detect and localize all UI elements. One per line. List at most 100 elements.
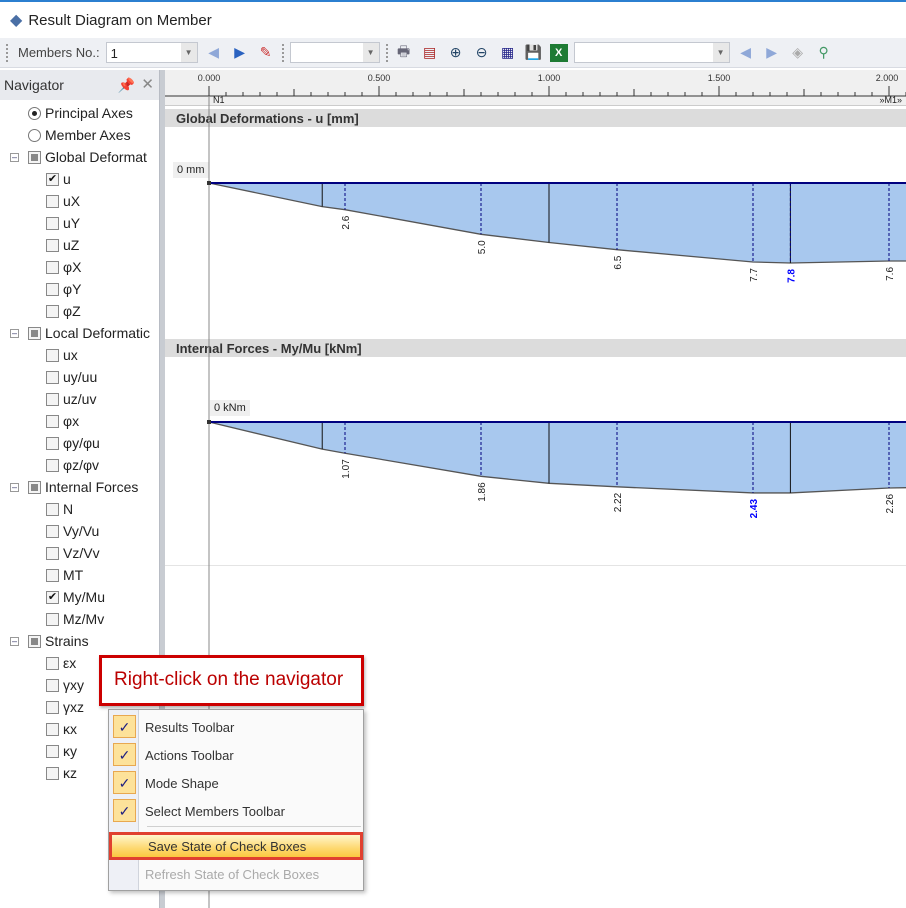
tree-item[interactable]: ✔ u — [46, 168, 71, 190]
tree-item[interactable]: Principal Axes — [28, 102, 133, 124]
tree-item[interactable]: Vz/Vv — [46, 542, 100, 564]
view-icon[interactable]: ◈ — [792, 44, 804, 60]
tree-item-label: uZ — [63, 237, 80, 253]
tree-item[interactable]: φy/φu — [46, 432, 100, 454]
checkbox[interactable] — [46, 678, 59, 692]
result-values-icon[interactable]: ▤ — [423, 44, 437, 60]
toolbar-grip[interactable] — [6, 43, 8, 62]
toolbar-grip[interactable] — [281, 43, 284, 62]
tree-item[interactable]: Vy/Vu — [46, 520, 99, 542]
tree-item[interactable]: φX — [46, 256, 81, 278]
menu-item[interactable]: ✓ Select Members Toolbar — [109, 797, 363, 825]
checkbox[interactable] — [46, 722, 59, 736]
next-arrow-icon[interactable]: ▶ — [766, 44, 778, 60]
tree-item[interactable]: κx — [46, 718, 77, 740]
tree-item-label: uy/uu — [63, 369, 98, 385]
checkbox[interactable] — [28, 150, 41, 164]
settings-icon[interactable]: ⚲ — [818, 44, 829, 60]
panel-splitter[interactable] — [160, 70, 165, 908]
tree-item[interactable]: Member Axes — [28, 124, 131, 146]
checkbox[interactable] — [46, 414, 59, 428]
tree-item[interactable]: uY — [46, 212, 80, 234]
checkbox[interactable] — [28, 480, 41, 494]
tree-item[interactable]: ✔ My/Mu — [46, 586, 105, 608]
excel-icon[interactable]: X — [549, 43, 568, 62]
checkbox[interactable] — [28, 634, 41, 648]
navigator-panel[interactable]: Navigator 📌 ✕ Principal Axes Member Axes –… — [0, 70, 160, 908]
tree-item[interactable]: φZ — [46, 300, 81, 322]
checkbox[interactable] — [46, 238, 59, 252]
tree-item[interactable]: N — [46, 498, 73, 520]
zoom-in-icon[interactable]: ⊕ — [449, 44, 462, 60]
save-icon[interactable]: 💾 — [524, 44, 543, 60]
checkbox[interactable]: ✔ — [46, 590, 59, 604]
menu-item[interactable]: ✓ Mode Shape — [109, 769, 363, 797]
prev-arrow-icon[interactable]: ◀ — [740, 44, 752, 60]
checkbox[interactable] — [46, 744, 59, 758]
collapse-icon[interactable]: – — [10, 152, 19, 162]
pick-member-icon[interactable]: ✎ — [259, 44, 272, 60]
tree-item[interactable]: MT — [46, 564, 83, 586]
tree-item[interactable]: Strains — [28, 630, 89, 652]
tree-item[interactable]: uX — [46, 190, 80, 212]
tree-item[interactable]: κz — [46, 762, 77, 784]
tree-item[interactable]: uZ — [46, 234, 79, 256]
tree-item[interactable]: Internal Forces — [28, 476, 138, 498]
tree-item[interactable]: Global Deformat — [28, 146, 147, 168]
result-select[interactable]: ▼ — [289, 42, 380, 63]
tree-item[interactable]: φz/φv — [46, 454, 99, 476]
checkbox[interactable] — [46, 348, 59, 362]
checkbox[interactable] — [46, 546, 59, 560]
checkbox[interactable] — [46, 304, 59, 318]
print-icon[interactable]: 🖶 — [397, 42, 411, 59]
collapse-icon[interactable]: – — [10, 482, 19, 492]
pin-icon[interactable]: 📌 — [117, 77, 135, 93]
checkbox[interactable] — [28, 326, 41, 340]
tree-item[interactable]: γxz — [46, 696, 84, 718]
checkbox[interactable] — [46, 370, 59, 384]
checkbox[interactable] — [46, 612, 59, 626]
checkbox[interactable] — [46, 194, 59, 208]
view-select[interactable]: ▼ — [573, 42, 730, 63]
tree-item[interactable]: φx — [46, 410, 79, 432]
tree-item[interactable]: γxy — [46, 674, 84, 696]
collapse-icon[interactable]: – — [10, 636, 19, 646]
checkbox[interactable] — [46, 502, 59, 516]
prev-arrow-icon[interactable]: ◀ — [208, 44, 220, 60]
tree-item[interactable]: Mz/Mv — [46, 608, 104, 630]
collapse-icon[interactable]: – — [10, 328, 19, 338]
tree-item[interactable]: εx — [46, 652, 76, 674]
member-select[interactable]: 1 ▼ — [105, 42, 198, 63]
tree-item[interactable]: uz/uv — [46, 388, 96, 410]
tree-item[interactable]: uy/uu — [46, 366, 97, 388]
diagram-area[interactable]: 0.000 0.500 1.000 1.500 2.000 N1 »M1» Gl… — [165, 70, 906, 908]
checkbox[interactable] — [46, 260, 59, 274]
zoom-out-icon[interactable]: ⊖ — [475, 44, 488, 60]
export-icon[interactable]: ▦ — [501, 44, 515, 60]
checkbox[interactable]: ✔ — [46, 172, 59, 186]
radio-button[interactable] — [28, 128, 41, 142]
checkbox[interactable] — [46, 568, 59, 582]
checkbox[interactable] — [46, 282, 59, 296]
menu-item[interactable]: ✓ Results Toolbar — [109, 713, 363, 741]
checkbox[interactable] — [46, 436, 59, 450]
checkbox[interactable] — [46, 700, 59, 714]
tree-item[interactable]: Local Deformatic — [28, 322, 150, 344]
menu-item[interactable]: Save State of Check Boxes — [109, 832, 363, 860]
tree-item[interactable]: φY — [46, 278, 81, 300]
tree-item[interactable]: κy — [46, 740, 77, 762]
toolbar-grip[interactable] — [385, 43, 388, 62]
checkbox[interactable] — [46, 656, 59, 670]
close-icon[interactable]: ✕ — [141, 76, 154, 93]
radio-button[interactable] — [28, 106, 41, 120]
tree-item-label: Mz/Mv — [63, 611, 105, 627]
menu-item[interactable]: ✓ Actions Toolbar — [109, 741, 363, 769]
checkbox[interactable] — [46, 458, 59, 472]
tree-item[interactable]: ux — [46, 344, 78, 366]
checkbox[interactable] — [46, 766, 59, 780]
checkbox[interactable] — [46, 216, 59, 230]
next-arrow-icon[interactable]: ▶ — [234, 44, 246, 60]
checkbox[interactable] — [46, 392, 59, 406]
checkbox[interactable] — [46, 524, 59, 538]
ruler-tick-label: 0.500 — [367, 73, 391, 83]
